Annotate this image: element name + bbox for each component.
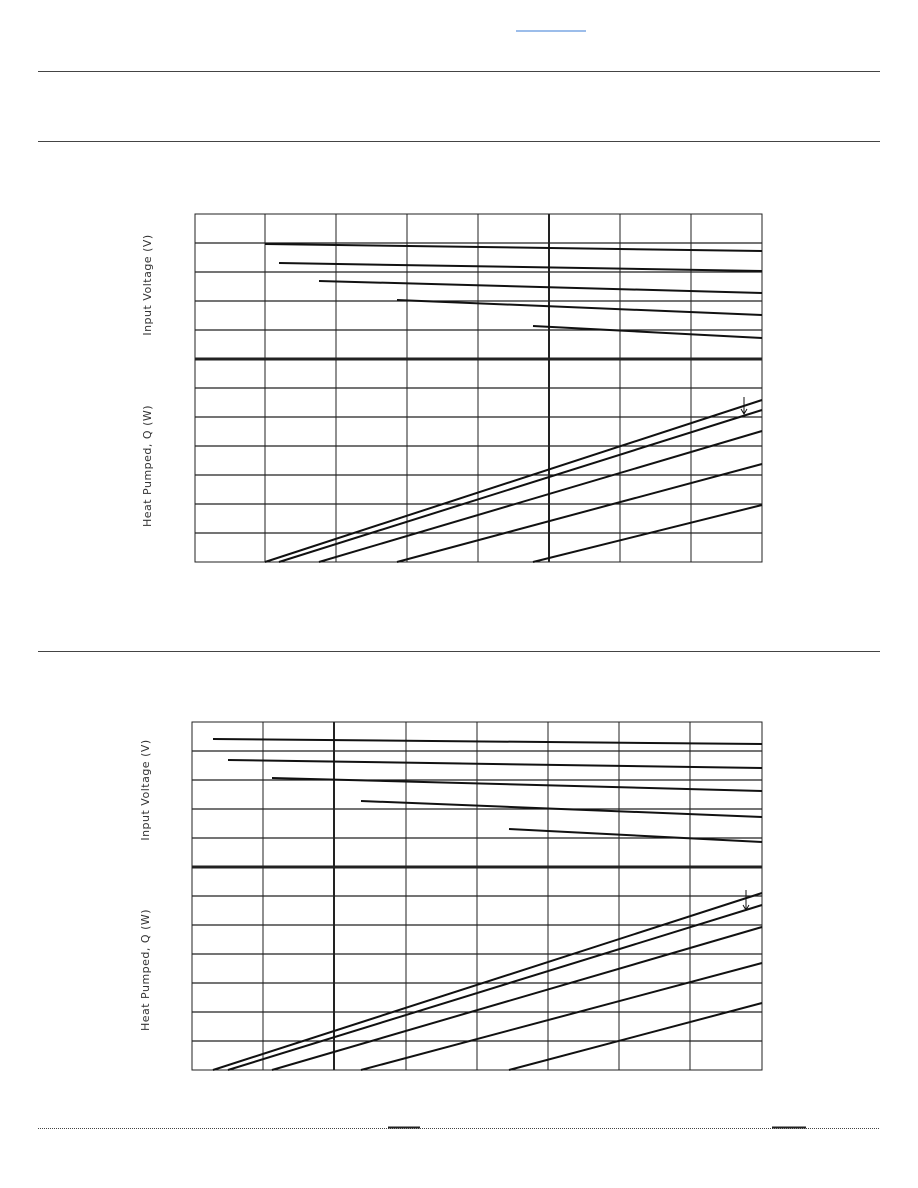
curve (227, 904, 763, 1071)
curve (278, 262, 763, 272)
curve (532, 504, 763, 563)
curve (227, 759, 763, 769)
curve (212, 738, 763, 745)
y-axis-label: Heat Pumped, Q (W) (141, 405, 154, 527)
curve (396, 299, 763, 316)
curve (508, 828, 763, 843)
y-axis-label: Input Voltage (V) (139, 739, 152, 840)
curve (264, 243, 763, 252)
curve (360, 962, 763, 1071)
curve (271, 926, 763, 1071)
arrow-head (742, 904, 750, 911)
curve (396, 463, 763, 563)
curve (318, 280, 763, 294)
curve (278, 409, 763, 563)
curve (271, 777, 763, 792)
curve (318, 430, 763, 563)
y-axis-label: Heat Pumped, Q (W) (139, 909, 152, 1031)
curve (360, 800, 763, 818)
curve (532, 325, 763, 339)
curve (264, 399, 763, 563)
y-axis-label: Input Voltage (V) (141, 234, 154, 335)
arrow-head (740, 408, 748, 415)
curve (212, 892, 763, 1071)
curve (508, 1002, 763, 1071)
